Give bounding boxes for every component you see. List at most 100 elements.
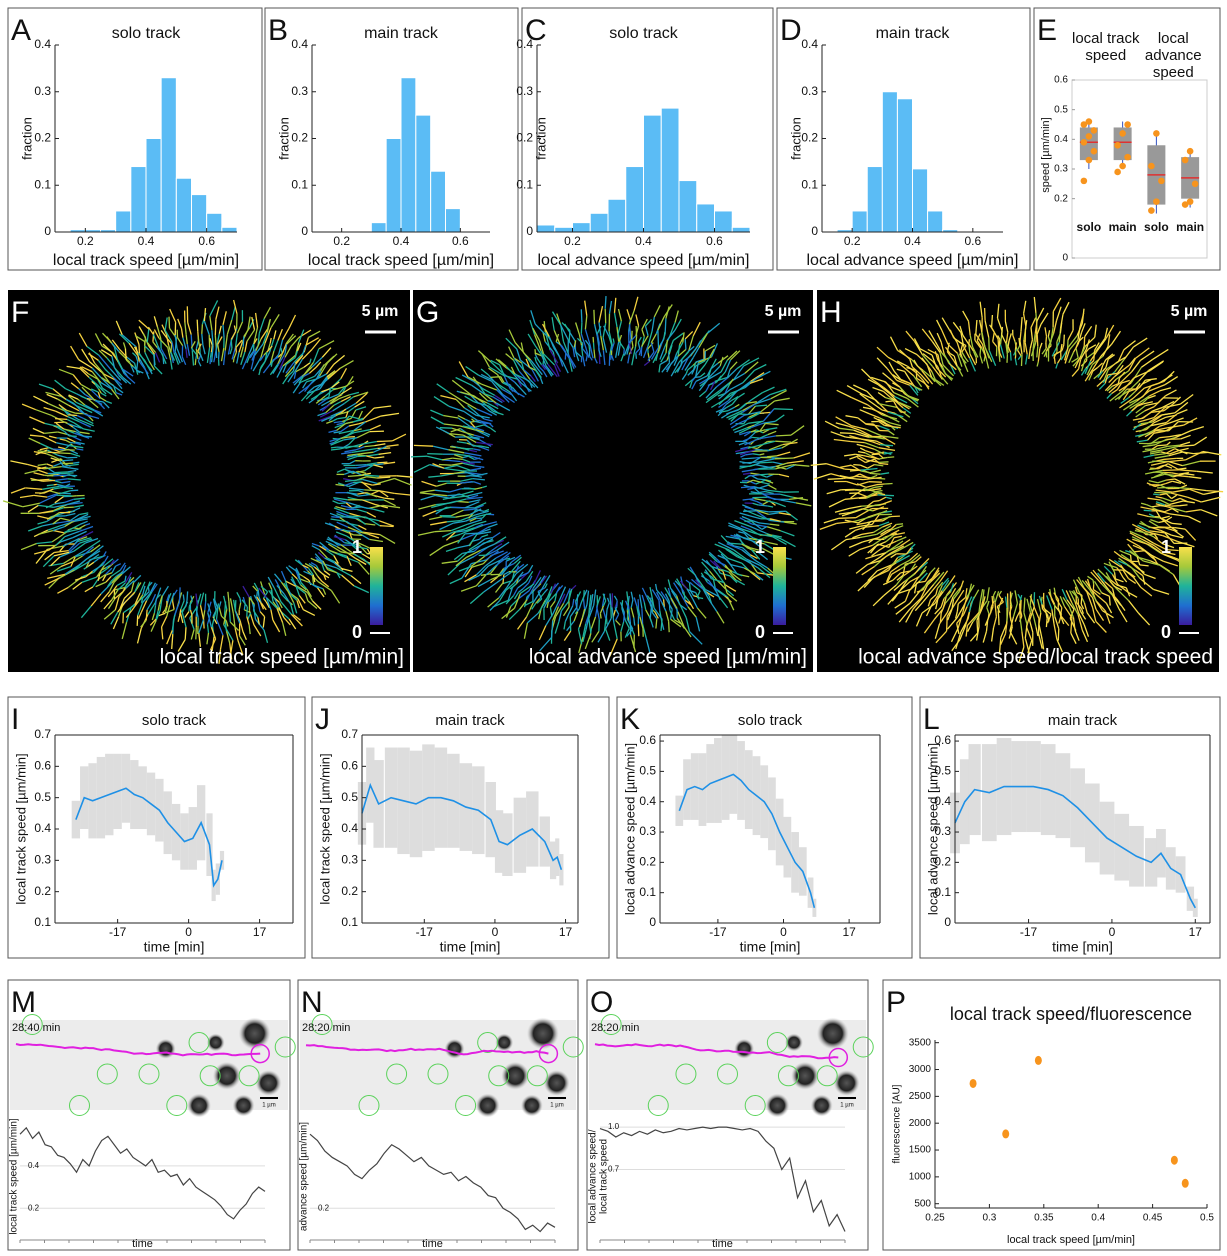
track [55, 472, 68, 473]
track [600, 613, 601, 618]
x-tick-label: -17 [709, 925, 727, 939]
bar [176, 178, 191, 232]
track [146, 610, 147, 621]
line [600, 1127, 845, 1231]
x-tick-label: 0.6 [198, 234, 215, 248]
x-tick-label: 17 [842, 925, 856, 939]
track [636, 353, 637, 359]
track [70, 490, 78, 491]
chart-title: solo track [142, 712, 207, 729]
colorbar [370, 547, 383, 625]
y-tick-label: 0 [811, 224, 818, 238]
bar [131, 167, 146, 232]
y-tick-label: 1000 [909, 1172, 932, 1183]
y-tick-label: 3500 [909, 1037, 932, 1048]
track [348, 437, 355, 438]
track [258, 590, 259, 596]
track [1166, 439, 1181, 440]
cell [521, 1095, 543, 1117]
colorbar-max: 1 [755, 537, 765, 557]
scale-bar-label: 5 µm [1171, 303, 1208, 320]
track [216, 350, 217, 359]
panel-letter: E [1037, 14, 1057, 47]
y-tick-label: 0.1 [291, 177, 308, 191]
point [1114, 169, 1121, 176]
x-axis-label: local track speed [µm/min] [1007, 1234, 1135, 1246]
track [70, 443, 76, 444]
track [183, 595, 184, 601]
y-tick-label: 0.7 [608, 1165, 620, 1174]
track [1160, 506, 1167, 507]
track [594, 343, 595, 350]
track [351, 507, 361, 508]
bar [928, 211, 943, 232]
bar [867, 167, 882, 232]
track [589, 608, 590, 618]
x-tick-label: 0.4 [138, 234, 155, 248]
y-tick-label: 0 [649, 915, 656, 929]
track [606, 610, 607, 618]
track [1011, 352, 1012, 360]
track [54, 484, 57, 485]
x-axis-label: time [422, 1238, 443, 1250]
track [896, 524, 903, 525]
x-tick-label: 0.4 [1091, 1213, 1105, 1224]
y-axis-label: local track speed [µm/min] [317, 753, 332, 904]
track [171, 344, 172, 352]
bar [732, 227, 750, 232]
bar [222, 227, 237, 232]
track [169, 317, 170, 329]
track [355, 465, 366, 466]
y-tick-label: 3000 [909, 1064, 932, 1075]
y-tick-label: 0.2 [28, 1203, 40, 1212]
track [1081, 595, 1082, 604]
track [339, 503, 346, 504]
point [1124, 121, 1131, 128]
panel-letter: A [11, 14, 31, 47]
y-tick-label: 0.1 [34, 915, 51, 929]
cell [734, 1039, 754, 1059]
point [1002, 1129, 1009, 1138]
track [254, 605, 255, 611]
point [1086, 157, 1093, 164]
colorbar-max: 1 [352, 537, 362, 557]
track [1093, 580, 1094, 585]
y-axis-label: local track speed [µm/min] [13, 753, 28, 904]
chart-title: local track speed/fluorescence [950, 1004, 1192, 1024]
track [869, 482, 882, 483]
track [658, 330, 659, 347]
track [862, 505, 880, 506]
track [331, 517, 339, 518]
track [380, 526, 394, 527]
x-tick-label: 0.2 [844, 234, 861, 248]
track [215, 319, 216, 335]
point [1153, 130, 1160, 137]
track [992, 315, 993, 328]
y-tick-label: 0.1 [34, 177, 51, 191]
x-axis-label: time [min] [1052, 939, 1113, 955]
track [613, 339, 614, 343]
cell [213, 1062, 241, 1090]
y-tick-label: 0.2 [291, 131, 308, 145]
x-tick-label: main [1176, 220, 1204, 234]
x-axis-label: local track speed [µm/min] [308, 252, 494, 269]
x-axis-label: time [min] [144, 939, 205, 955]
scale-bar-label: 1 µm [550, 1103, 563, 1109]
error-band [1193, 899, 1198, 917]
y-tick-label: 0.1 [801, 177, 818, 191]
chart-title: solo track [609, 25, 678, 42]
track [752, 497, 767, 498]
track [977, 620, 978, 633]
track [1064, 335, 1065, 345]
y-tick-label: 0.6 [34, 759, 51, 773]
panel-letter: C [525, 14, 547, 47]
track [769, 511, 786, 512]
track [760, 462, 773, 463]
track [1162, 465, 1165, 466]
y-tick-label: 2000 [909, 1118, 932, 1129]
y-tick-label: 0.7 [34, 727, 51, 741]
track [642, 608, 643, 624]
point [1182, 1179, 1189, 1188]
bar [431, 171, 446, 232]
cell [791, 1062, 819, 1090]
